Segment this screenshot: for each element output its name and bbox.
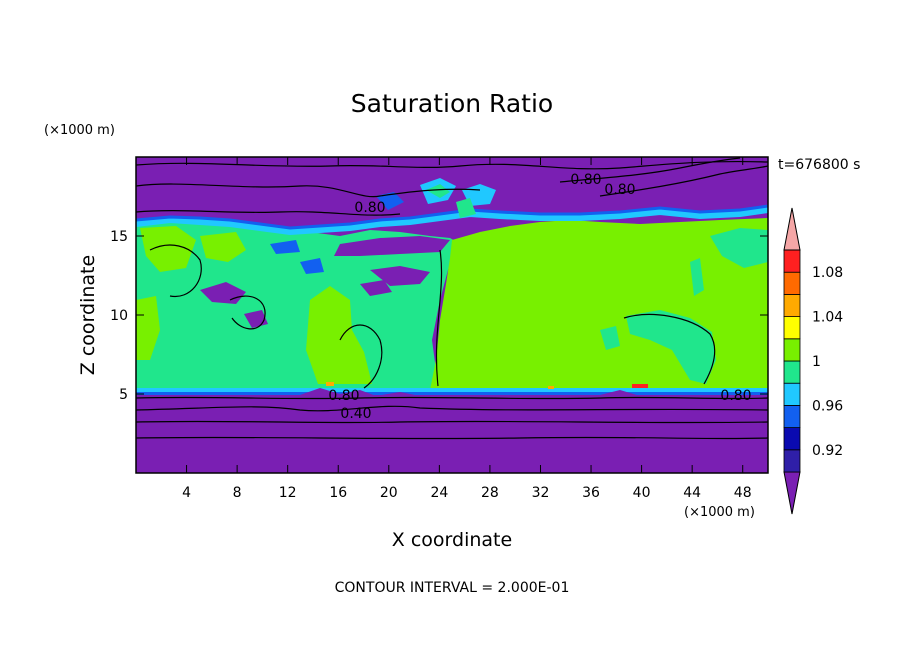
x-tick-label: 40 — [633, 485, 651, 501]
dry-streak — [360, 280, 392, 296]
cloud-top-band — [136, 207, 768, 236]
green-patch — [306, 286, 372, 384]
colorbar-tick-label: 0.96 — [812, 398, 843, 414]
hot-spot — [326, 382, 334, 386]
colorbar-over-triangle — [783, 207, 801, 251]
teal-patch — [690, 258, 704, 296]
dry-streak — [334, 236, 450, 256]
colorbar-swatch — [783, 271, 801, 295]
colorbar-swatch — [783, 293, 801, 317]
colorbar-swatch — [783, 316, 801, 340]
contour-label: 0.40 — [340, 406, 371, 422]
colorbar-tick-label: 1.08 — [812, 265, 843, 281]
cloud-base-band-blue — [136, 392, 768, 395]
green-patch — [136, 296, 160, 360]
x-tick-label: 12 — [279, 485, 297, 501]
teal-patch — [626, 310, 716, 384]
y-tick-label: 5 — [119, 387, 128, 403]
cloud-base-band — [136, 388, 768, 392]
contour-label: 0.80 — [604, 182, 635, 198]
x-tick-label: 20 — [380, 485, 398, 501]
contour-label: 0.80 — [328, 388, 359, 404]
colorbar-swatch — [783, 360, 801, 384]
dry-streak — [370, 266, 430, 286]
dry-streak — [300, 258, 324, 274]
colorbar-swatch — [783, 338, 801, 362]
y-axis: 5 10 15 — [110, 229, 768, 403]
contour-label: 0.80 — [570, 172, 601, 188]
colorbar: 0.92 0.96 1 1.04 1.08 — [783, 207, 843, 515]
colorbar-tick-label: 1.04 — [812, 310, 843, 326]
contour-lines — [136, 157, 768, 440]
colorbar-under-triangle — [783, 471, 801, 515]
colorbar-tick-label: 1 — [812, 354, 821, 370]
x-axis: 4 8 12 16 20 24 28 32 36 40 44 48 — [182, 157, 752, 501]
plume — [426, 184, 450, 198]
colorbar-swatch — [783, 449, 801, 473]
x-tick-label: 8 — [233, 485, 242, 501]
green-patch — [140, 226, 196, 272]
colorbar-swatch — [783, 427, 801, 451]
green-patch — [200, 232, 246, 262]
time-label: t=676800 s — [778, 157, 860, 173]
x-tick-label: 32 — [532, 485, 550, 501]
x-tick-label: 44 — [683, 485, 701, 501]
y-unit-label: (×1000 m) — [44, 123, 115, 138]
y-tick-label: 15 — [110, 229, 128, 245]
x-tick-label: 28 — [481, 485, 499, 501]
contour-label: 0.80 — [720, 388, 751, 404]
x-tick-label: 4 — [182, 485, 191, 501]
contour-label: 0.80 — [354, 200, 385, 216]
contour-label-group: 0.800.800.800.80 0.800.40 — [328, 172, 751, 422]
hot-spot — [632, 384, 648, 388]
dry-streak — [270, 240, 300, 254]
plume — [456, 198, 476, 218]
lower-dry-layer — [136, 388, 768, 473]
colorbar-tick-label: 0.92 — [812, 443, 843, 459]
plume — [376, 192, 404, 210]
teal-patch — [710, 228, 768, 268]
x-tick-label: 24 — [430, 485, 448, 501]
x-axis-label: X coordinate — [392, 529, 512, 551]
y-tick-label: 10 — [110, 308, 128, 324]
colorbar-swatch — [783, 382, 801, 406]
y-axis-label: Z coordinate — [77, 255, 99, 375]
x-unit-label: (×1000 m) — [684, 505, 755, 520]
colorbar-swatch — [783, 249, 801, 273]
x-tick-label: 36 — [582, 485, 600, 501]
chart-title: Saturation Ratio — [351, 89, 553, 118]
x-tick-label: 16 — [329, 485, 347, 501]
x-tick-label: 48 — [734, 485, 752, 501]
contour-interval-label: CONTOUR INTERVAL = 2.000E-01 — [335, 580, 570, 596]
cloud-top-band-blue — [136, 204, 768, 230]
hot-spot — [548, 386, 554, 389]
teal-patch — [600, 326, 620, 350]
colorbar-swatch — [783, 404, 801, 428]
plot-field: 0.800.800.800.80 0.800.40 — [136, 157, 768, 473]
